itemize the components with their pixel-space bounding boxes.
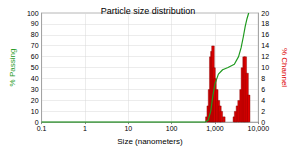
svg-text:2: 2: [261, 108, 265, 115]
svg-text:10: 10: [261, 64, 269, 71]
svg-text:100: 100: [27, 10, 39, 17]
svg-text:1: 1: [83, 125, 87, 132]
svg-text:20: 20: [261, 10, 269, 17]
svg-text:70: 70: [31, 42, 39, 49]
svg-text:0.1: 0.1: [37, 125, 47, 132]
svg-text:Particle size distribution: Particle size distribution: [101, 6, 196, 16]
svg-text:% Channel: % Channel: [280, 48, 289, 87]
svg-text:100: 100: [166, 125, 178, 132]
svg-text:0: 0: [261, 118, 266, 126]
svg-text:20: 20: [31, 97, 39, 104]
svg-text:30: 30: [31, 86, 39, 93]
svg-text:6: 6: [261, 86, 265, 93]
svg-text:10: 10: [124, 125, 132, 132]
svg-text:10: 10: [31, 108, 39, 115]
svg-text:0: 0: [34, 118, 39, 126]
svg-text:60: 60: [31, 53, 39, 60]
svg-text:18: 18: [261, 20, 269, 27]
svg-text:% Passing: % Passing: [8, 49, 17, 87]
svg-text:Size (nanometers): Size (nanometers): [117, 137, 183, 146]
svg-text:8: 8: [261, 75, 265, 82]
svg-text:10,000: 10,000: [248, 125, 270, 132]
svg-text:40: 40: [31, 75, 39, 82]
svg-text:50: 50: [31, 64, 39, 71]
svg-text:90: 90: [31, 20, 39, 27]
svg-text:14: 14: [261, 42, 269, 49]
svg-text:1,000: 1,000: [206, 125, 224, 132]
svg-text:12: 12: [261, 53, 269, 60]
svg-text:16: 16: [261, 31, 269, 38]
svg-text:4: 4: [261, 97, 265, 104]
svg-text:80: 80: [31, 31, 39, 38]
